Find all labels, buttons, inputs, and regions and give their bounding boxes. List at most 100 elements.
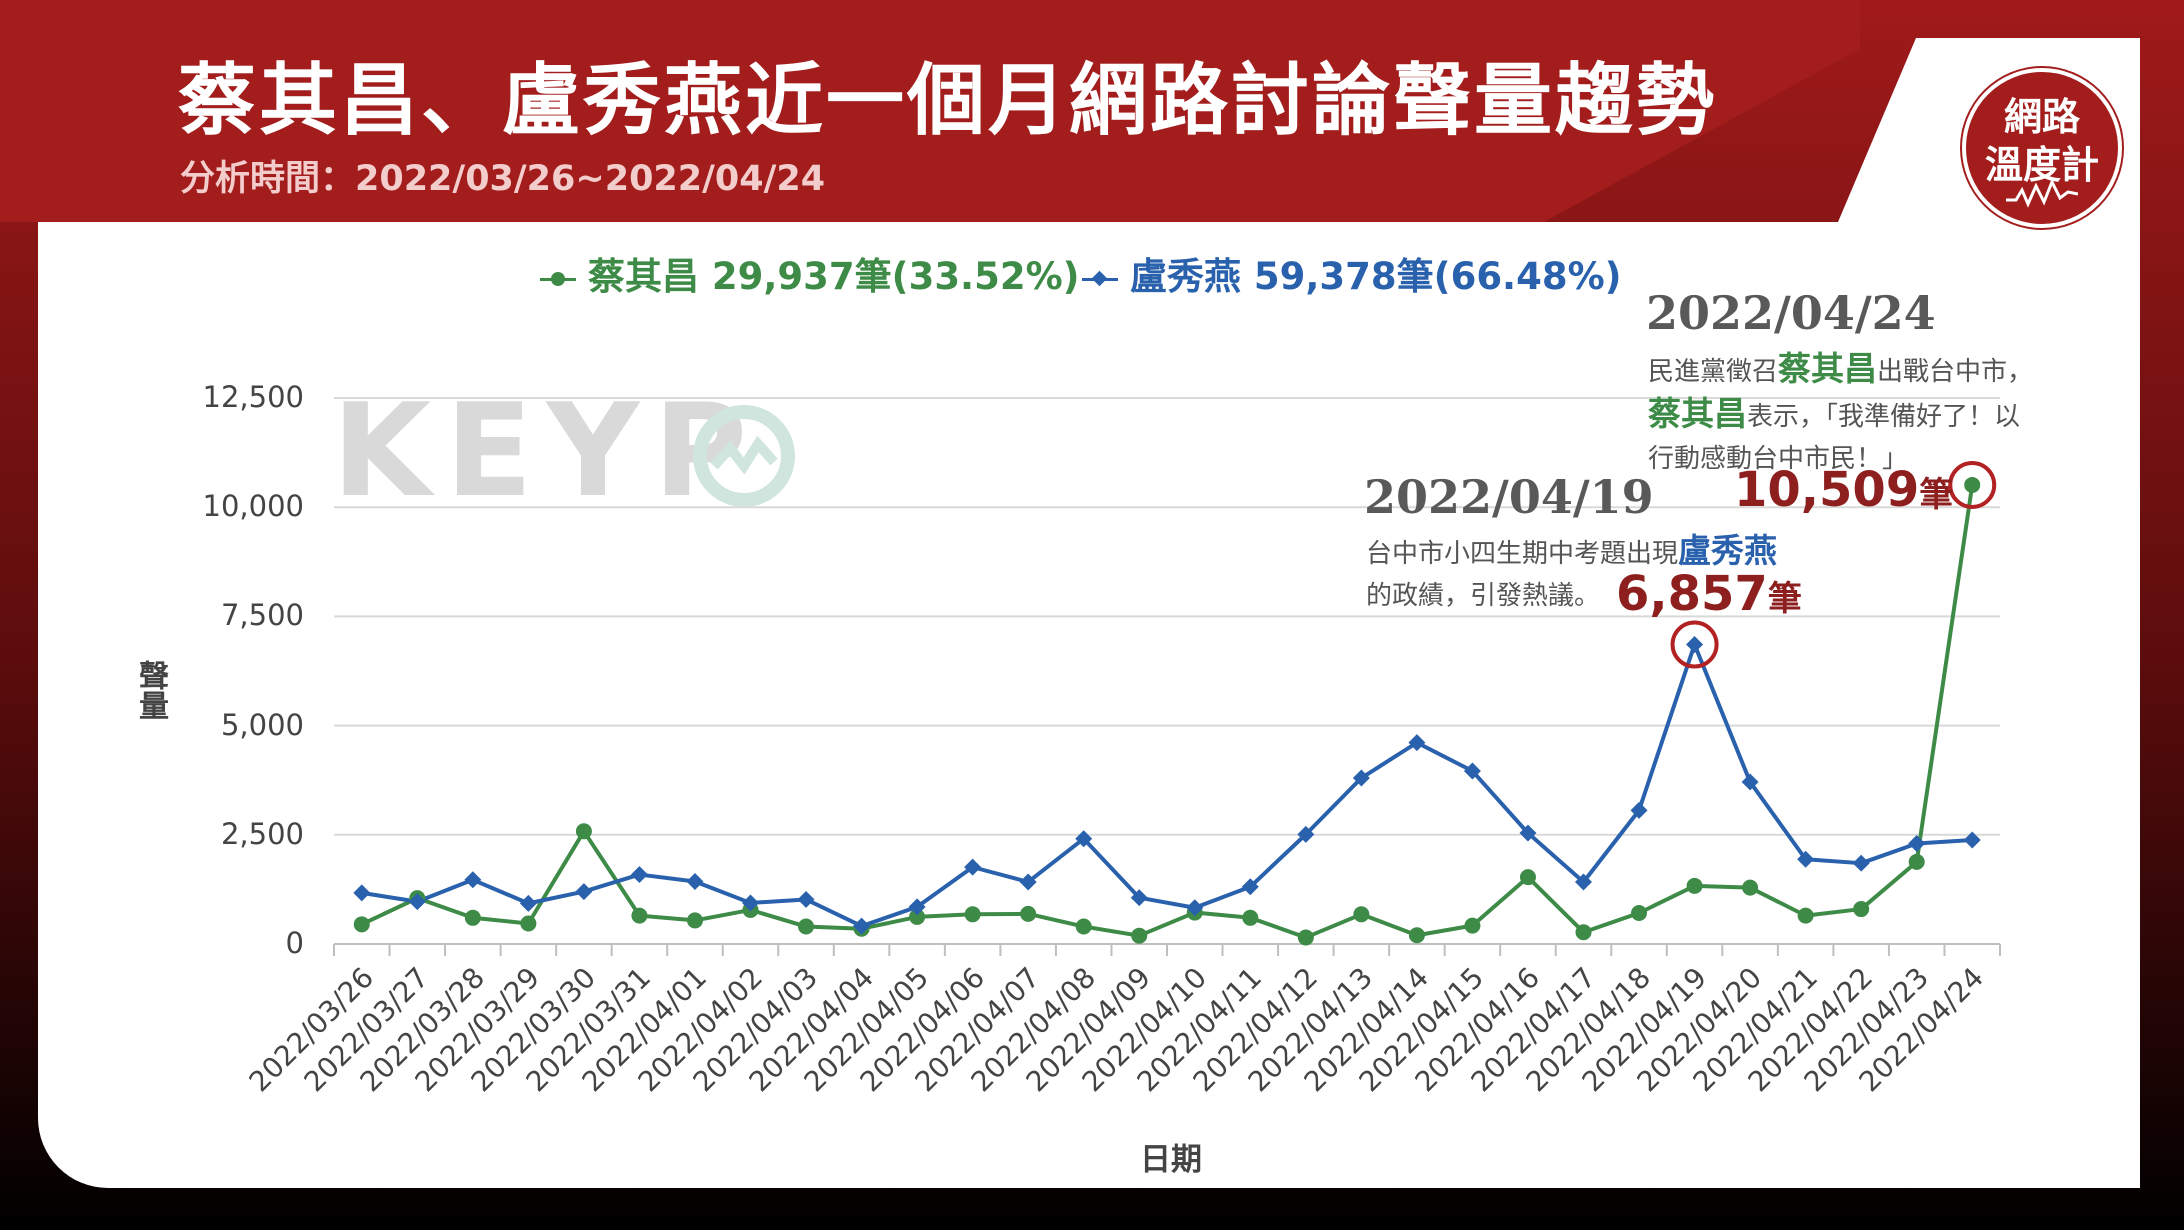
legend-marker-diamond [1082,274,1118,284]
annotation-0424-line1-prefix: 民進黨徵召 [1648,357,1779,387]
logo-line2: 溫度計 [1984,143,2099,187]
highlight-circles [1670,460,1997,669]
data-point [1575,924,1592,941]
data-point [1519,869,1536,886]
logo-badge: 網路 溫度計 [1962,68,2122,228]
legend-item-series-b: 盧秀燕 59,378筆(66.48%) [1082,246,1622,300]
data-point [1964,476,1981,493]
data-point [798,918,815,935]
annotation-date-0419: 2022/04/19 [1364,470,1654,524]
data-point [1019,873,1037,891]
data-point [1242,909,1259,926]
data-point [1464,917,1481,934]
data-point [964,906,981,923]
chart-series-markers [353,476,1981,946]
data-point [1075,830,1093,848]
x-axis [333,944,2001,956]
data-point [520,915,537,932]
data-point [1130,889,1148,907]
data-point [1075,918,1092,935]
y-tick-label: 5,000 [220,707,304,742]
data-point [1519,824,1537,842]
x-axis-label: 日期 [1140,1142,1202,1178]
data-point [1297,825,1315,843]
y-axis-label: 聲量 [133,660,168,720]
data-point [853,917,871,935]
data-point [964,858,982,876]
annotation-0419-line1: 台中市小四生期中考題出現 [1366,539,1679,569]
data-point [1631,904,1648,921]
data-point [1963,831,1981,849]
data-point [1797,850,1815,868]
series-line-0 [360,484,1975,940]
data-point [1463,762,1481,780]
data-point [1408,734,1426,752]
data-point [408,893,426,911]
series-line-1 [361,642,1973,929]
data-point [1797,907,1814,924]
annotation-0424-unit: 筆 [1919,475,1954,515]
chart-card [38,38,2140,1188]
y-tick-label: 0 [285,926,304,960]
data-point [1908,853,1925,870]
data-point [1686,877,1703,894]
y-tick-label: 10,000 [202,489,304,524]
data-point [353,916,370,933]
annotation-0419-line2: 的政績，引發熱議。 [1366,581,1601,611]
data-point [1852,854,1870,872]
data-point [742,894,759,912]
annotation-0424-line1-suffix: 出戰台中市， [1877,357,2034,387]
pulse-icon [2006,178,2078,208]
data-point [1742,879,1759,896]
keypo-watermark: KEYP [332,377,762,526]
y-tick-label: 2,500 [220,816,304,851]
data-point [797,890,815,908]
data-point [519,894,537,912]
highlight-circle-0424 [1948,460,1997,509]
data-point [1853,901,1870,918]
data-point [630,866,648,884]
data-point [1630,801,1648,819]
legend-item-series-a: 蔡其昌 29,937筆(33.52%) [540,246,1080,300]
annotation-0419-count: 6,857 [1616,566,1768,622]
legend-marker-circle [540,271,576,286]
annotation-0419-unit: 筆 [1767,579,1802,619]
analysis-period: 分析時間：2022/03/26~2022/04/24 [180,159,826,199]
annotation-0424-line2-suffix: 表示，「我準備好了！以 [1747,402,2021,432]
data-point [1352,769,1370,787]
annotation-count-0419: 6,857筆 [1616,566,1802,622]
data-point [1686,636,1704,653]
data-point [686,912,703,929]
legend-label-series-b: 盧秀燕 59,378筆(66.48%) [1130,255,1622,298]
annotation-0424-line3: 行動感動台中市民！」 [1648,444,1909,474]
legend-label-series-a: 蔡其昌 29,937筆(33.52%) [588,255,1080,298]
data-point [1353,906,1370,923]
data-point [686,873,704,891]
logo-line1: 網路 [2003,95,2080,139]
data-point [1408,927,1425,944]
highlight-circle-0419 [1670,620,1719,669]
data-point [575,823,592,840]
data-point [1020,905,1037,922]
data-point [909,908,926,925]
annotation-count-0424: 10,509筆 [1734,462,1953,518]
data-point [1131,927,1148,944]
page-title: 蔡其昌、盧秀燕近一個月網路討論聲量趨勢 [178,56,1718,146]
data-point [1908,835,1926,853]
y-tick-label: 12,500 [202,380,304,414]
annotation-0424-count: 10,509 [1734,462,1920,518]
data-point [908,898,926,916]
data-point [631,907,648,924]
annotation-0419-keyword: 盧秀燕 [1678,531,1778,570]
data-point [464,871,482,889]
data-point [575,883,593,901]
data-point [464,909,481,926]
data-point [1741,773,1759,791]
data-point [1241,878,1259,896]
data-point [1575,873,1592,891]
data-point [353,884,371,902]
data-point [1186,899,1204,917]
annotation-text-0419: 台中市小四生期中考題出現盧秀燕 的政績，引發熱議。 [1366,530,1777,617]
annotation-text-0424: 民進黨徵召蔡其昌出戰台中市， 蔡其昌表示，「我準備好了！以 行動感動台中市民！」 [1648,348,2033,480]
